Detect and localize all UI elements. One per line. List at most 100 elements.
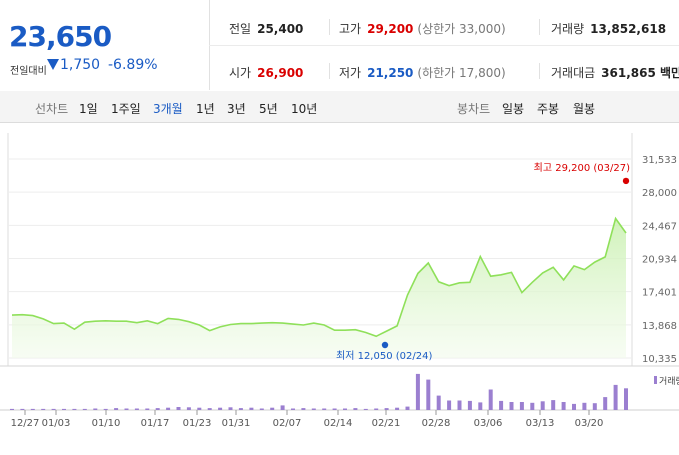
volume-bar	[363, 408, 368, 410]
volume-bar	[436, 395, 441, 410]
daily-candle-tab[interactable]: 일봉	[502, 102, 525, 116]
range-1w-tab[interactable]: 1주일	[111, 102, 141, 116]
price-chart: 최고 29,200 (03/27) 최저 12,050 (02/24) 31,53…	[0, 133, 679, 429]
volume-bar	[20, 408, 25, 410]
amount-value: 361,865 백만	[601, 66, 679, 80]
volume-bar	[186, 407, 191, 410]
day-low: 저가 21,250 (하한가 17,800)	[339, 64, 506, 81]
prev-close-label: 전일	[229, 22, 252, 36]
x-tick-label: 02/14	[324, 418, 353, 429]
volume-bar	[592, 403, 597, 410]
x-tick-label: 12/27	[11, 418, 40, 429]
open-price: 시가 26,900	[229, 64, 303, 81]
x-tick-label: 01/17	[141, 418, 170, 429]
range-3y-tab[interactable]: 3년	[227, 102, 246, 116]
volume-legend-label: 거래량	[659, 375, 679, 387]
divider	[329, 63, 330, 79]
volume-bar	[10, 408, 14, 410]
y-tick-label: 10,335	[642, 354, 677, 365]
volume-bar	[176, 407, 181, 410]
volume-bar	[249, 407, 254, 410]
volume-bar	[624, 388, 628, 410]
volume-bar	[228, 407, 233, 410]
volume-bar	[291, 408, 295, 410]
volume-bar	[62, 408, 66, 410]
line-chart-label: 선차트	[35, 102, 69, 116]
y-tick-label: 24,467	[642, 221, 677, 232]
volume-bar	[509, 402, 514, 410]
volume-bar	[447, 400, 452, 410]
x-tick-label: 02/28	[422, 418, 451, 429]
volume-label: 거래량	[551, 22, 585, 36]
volume-bar	[551, 400, 556, 410]
divider	[329, 19, 330, 35]
volume-bar	[218, 407, 223, 410]
current-price: 23,650	[9, 20, 112, 53]
low-label: 저가	[339, 66, 362, 80]
x-tick-label: 03/20	[575, 418, 604, 429]
weekly-candle-tab[interactable]: 주봉	[537, 102, 560, 116]
volume-bar	[41, 408, 46, 410]
volume-bar	[343, 408, 347, 410]
volume-bar	[322, 408, 327, 410]
volume-bar	[259, 408, 264, 410]
volume-bar	[166, 407, 171, 410]
volume-bar	[426, 379, 431, 410]
price-area-fill	[12, 218, 626, 358]
volume-bar	[499, 400, 504, 410]
range-5y-tab[interactable]: 5년	[259, 102, 278, 116]
volume-bar	[457, 400, 462, 410]
range-1d-tab[interactable]: 1일	[79, 102, 98, 116]
volume-bar	[238, 408, 243, 410]
volume-bar	[603, 397, 608, 410]
volume-bar	[72, 408, 77, 410]
volume-bar	[155, 408, 160, 410]
volume-bar	[134, 408, 139, 410]
low-annotation: 최저 12,050 (02/24)	[336, 350, 432, 362]
volume-bar	[301, 408, 306, 410]
y-tick-label: 31,533	[642, 155, 677, 166]
volume-bar	[488, 389, 493, 410]
x-tick-label: 02/21	[372, 418, 401, 429]
volume-legend-swatch	[654, 376, 657, 384]
volume-bar	[197, 407, 202, 410]
volume-bar	[270, 407, 275, 410]
monthly-candle-tab[interactable]: 월봉	[573, 102, 596, 116]
volume-bar	[311, 408, 316, 410]
x-tick-label: 01/23	[183, 418, 212, 429]
volume-bar	[114, 408, 119, 410]
volume-bar	[353, 408, 358, 410]
range-3m-tab[interactable]: 3개월	[153, 102, 183, 116]
volume-bar	[613, 384, 618, 410]
volume-bar	[82, 408, 87, 410]
divider	[209, 45, 679, 46]
y-tick-label: 20,934	[642, 255, 677, 266]
volume-bar	[572, 403, 576, 410]
upper-limit: (상한가 33,000)	[417, 22, 506, 36]
volume-bar	[519, 402, 524, 410]
down-arrow-icon	[47, 59, 59, 70]
high-annotation: 최고 29,200 (03/27)	[534, 162, 630, 174]
range-10y-tab[interactable]: 10년	[291, 102, 318, 116]
volume-bar	[415, 373, 420, 410]
chart-toolbar: 선차트 1일 1주일 3개월 1년 3년 5년 10년 봉차트 일봉 주봉 월봉	[0, 91, 679, 123]
range-1y-tab[interactable]: 1년	[196, 102, 215, 116]
volume-bar	[540, 401, 545, 410]
quote-header: 23,650 전일대비 1,750 -6.89% 전일 25,400 고가 29,2…	[0, 0, 679, 92]
high-label: 고가	[339, 22, 362, 36]
volume-bar	[280, 405, 285, 410]
volume-bar	[51, 408, 56, 410]
divider	[539, 63, 540, 79]
change-percent: -6.89%	[108, 57, 158, 73]
high-value: 29,200	[367, 22, 414, 36]
volume-bar	[124, 408, 129, 410]
y-tick-label: 17,401	[642, 288, 677, 299]
volume-bar	[207, 408, 212, 410]
change-value: 1,750	[60, 57, 101, 73]
x-tick-label: 01/10	[92, 418, 121, 429]
open-label: 시가	[229, 66, 252, 80]
x-tick-label: 01/03	[42, 418, 71, 429]
x-tick-label: 03/13	[526, 418, 555, 429]
volume-bar	[332, 408, 337, 410]
high-point-marker	[622, 177, 630, 185]
